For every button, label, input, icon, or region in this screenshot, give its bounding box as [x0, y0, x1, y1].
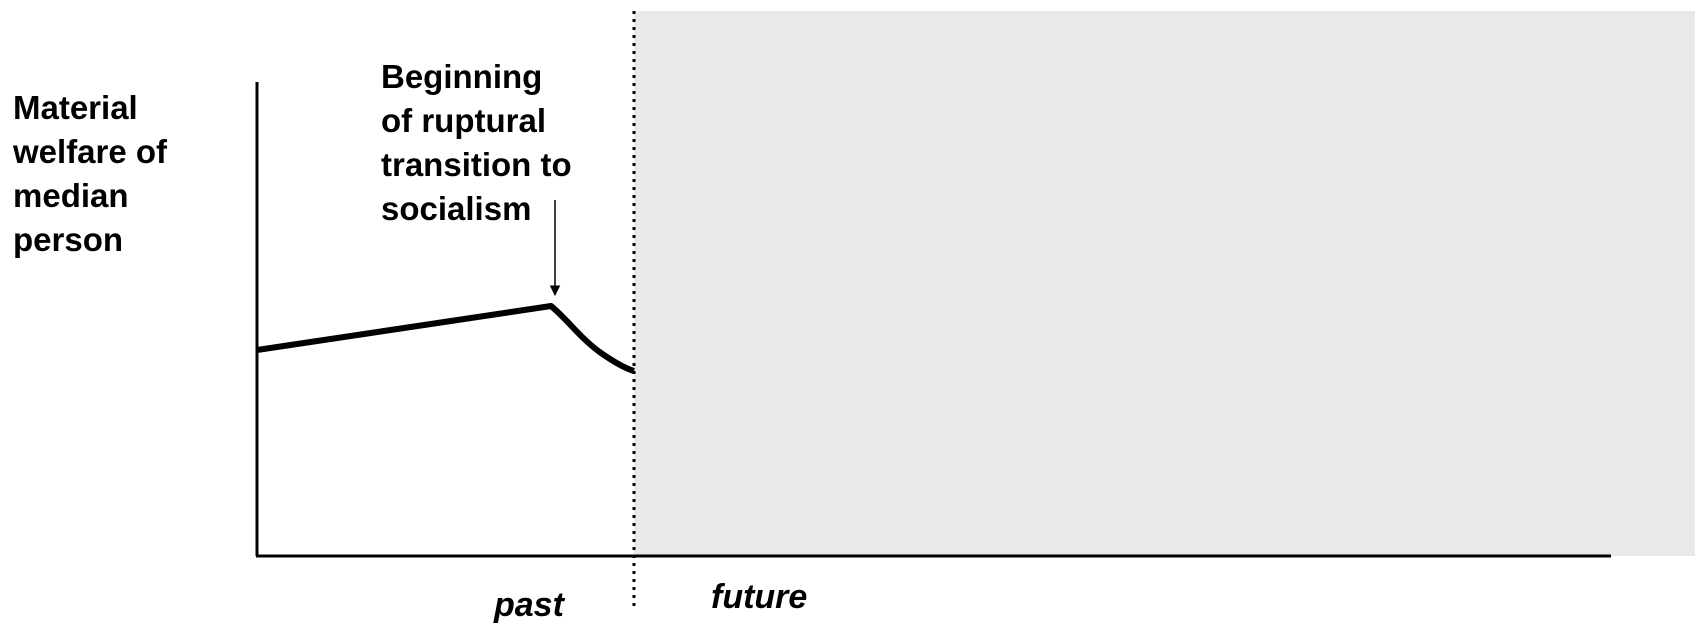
y-axis-label-line: median: [13, 177, 129, 214]
annotation-line: Beginning: [381, 58, 543, 95]
y-axis-label: Material welfare of median person: [13, 86, 167, 262]
y-axis-label-line: welfare of: [13, 133, 168, 170]
annotation-line: socialism: [381, 190, 532, 227]
y-axis-label-line: Material: [13, 89, 138, 126]
past-label: past: [494, 586, 564, 624]
annotation-line: transition to: [381, 146, 572, 183]
welfare-trajectory-line: [256, 303, 635, 374]
annotation-line: of ruptural: [381, 102, 546, 139]
future-region: [634, 11, 1695, 556]
y-axis-label-line: person: [13, 221, 124, 258]
rupture-annotation: Beginning of ruptural transition to soci…: [381, 55, 572, 231]
future-label: future: [711, 578, 808, 616]
